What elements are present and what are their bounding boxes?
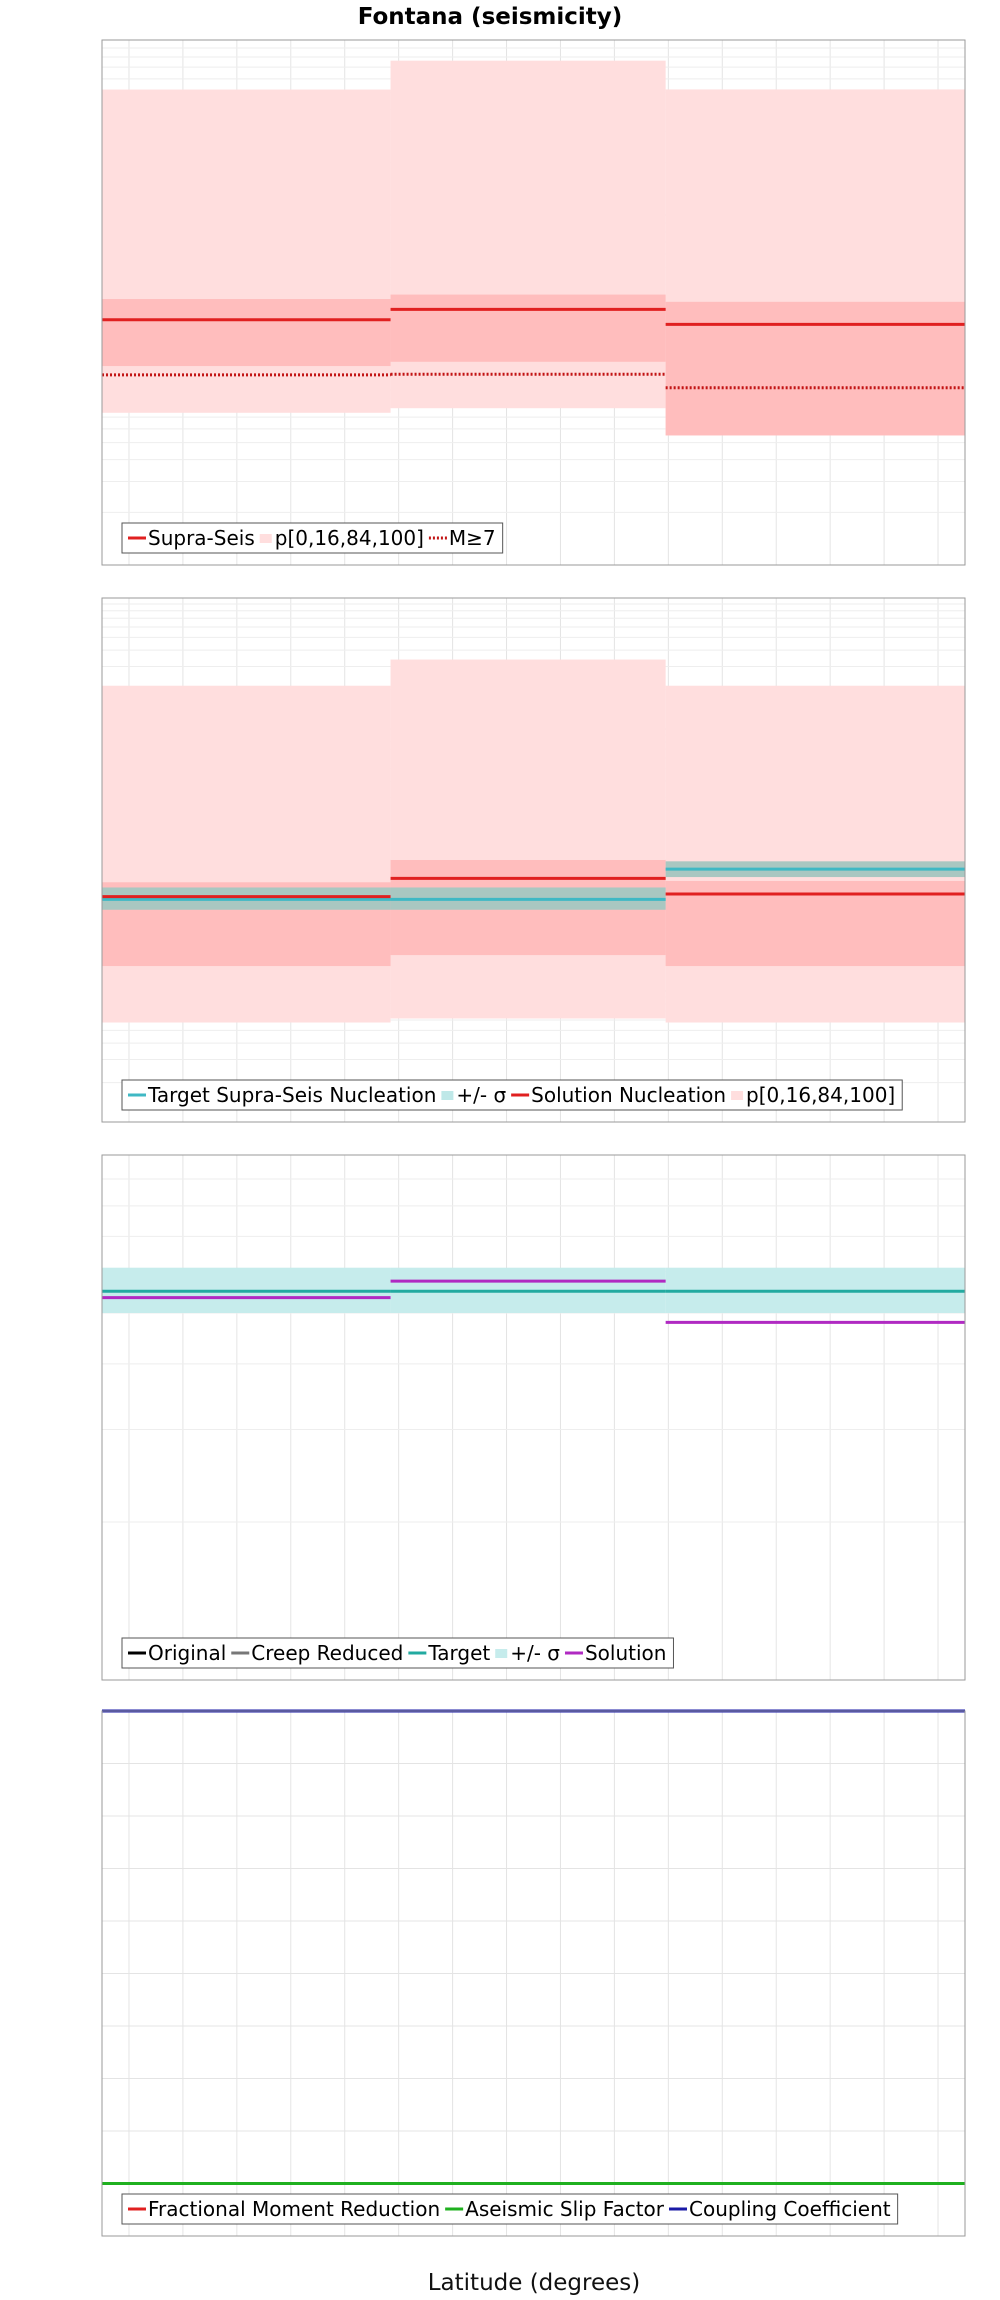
- plot-frame: [101, 39, 966, 566]
- plot-frame: [101, 1154, 966, 1681]
- legend: Supra-Seis p[0,16,84,100] M≥7: [121, 522, 504, 554]
- legend-label: Solution: [585, 1641, 666, 1665]
- band-0-segment-0: [102, 685, 391, 1023]
- band-1-segment-2: [665, 301, 965, 436]
- legend-swatch: [495, 1649, 508, 1658]
- legend-box: [121, 2193, 899, 2225]
- legend-label: +/- σ: [510, 1641, 560, 1665]
- x-axis-label: Latitude (degrees): [428, 2270, 641, 2296]
- plot-area: [102, 1155, 965, 1680]
- panel-slip-rate: Original Creep Reduced Target +/- σ Solution: [101, 1154, 966, 1681]
- band-1-segment-1: [390, 294, 666, 362]
- panel-creep: Fractional Moment Reduction Aseismic Slip…: [101, 1709, 966, 2237]
- legend-label: p[0,16,84,100]: [275, 526, 424, 550]
- plot-frame: [101, 597, 966, 1123]
- legend-swatch: [259, 534, 272, 543]
- panel-nucleation: Target Supra-Seis Nucleation +/- σ Solutio…: [101, 597, 966, 1123]
- legend-label: Solution Nucleation: [531, 1083, 726, 1107]
- legend-label: Target: [427, 1641, 490, 1665]
- legend: Fractional Moment Reduction Aseismic Slip…: [121, 2193, 899, 2225]
- legend: Target Supra-Seis Nucleation +/- σ Solutio…: [121, 1079, 903, 1111]
- band-0-segment-2: [665, 685, 965, 1023]
- legend-label: Target Supra-Seis Nucleation: [147, 1083, 436, 1107]
- plot-frame: [101, 1710, 966, 2237]
- band-0-segment-1: [390, 659, 666, 1019]
- legend-label: M≥7: [449, 526, 496, 550]
- legend-swatch: [441, 1091, 454, 1100]
- legend-label: Aseismic Slip Factor: [465, 2197, 665, 2221]
- legend-label: +/- σ: [456, 1083, 506, 1107]
- legend-label: Fractional Moment Reduction: [148, 2197, 440, 2221]
- legend-swatch: [731, 1091, 744, 1100]
- figure-title: Fontana (seismicity): [358, 4, 623, 30]
- legend-label: Coupling Coefficient: [689, 2197, 891, 2221]
- panel-participation: Supra-Seis p[0,16,84,100] M≥7: [101, 39, 966, 566]
- legend-label: Creep Reduced: [251, 1641, 403, 1665]
- legend-label: Original: [148, 1641, 226, 1665]
- band-1-segment-0: [102, 299, 391, 367]
- legend-label: Supra-Seis: [148, 526, 255, 550]
- legend-box: [121, 522, 504, 554]
- legend-label: p[0,16,84,100]: [746, 1083, 895, 1107]
- legend: Original Creep Reduced Target +/- σ Solution: [121, 1637, 674, 1669]
